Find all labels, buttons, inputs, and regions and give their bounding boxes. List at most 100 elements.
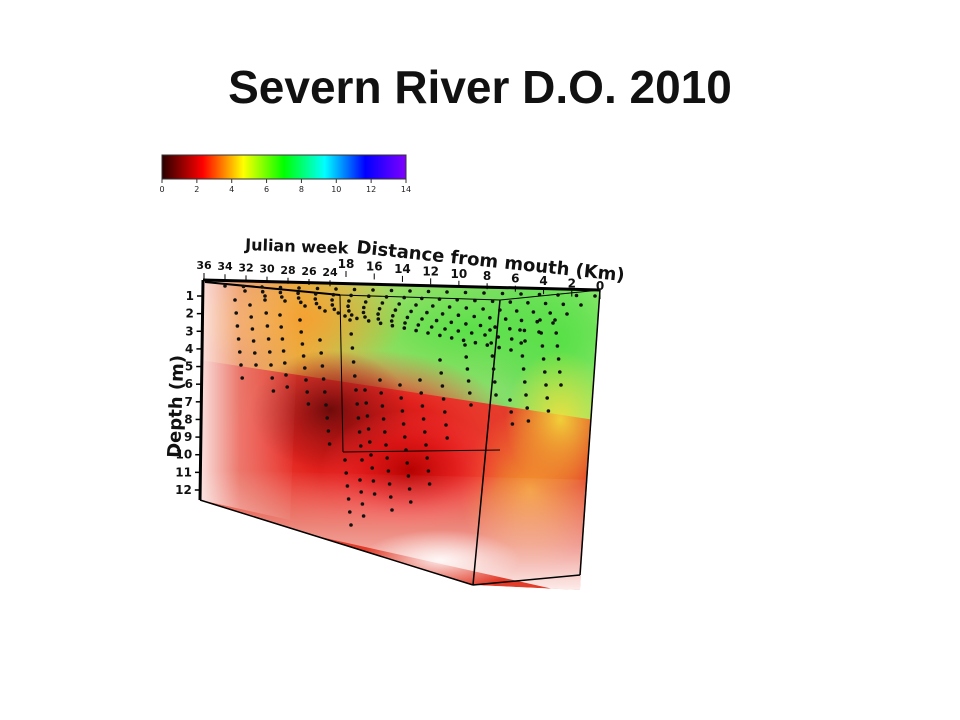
sample-point [303, 366, 307, 370]
sample-point [300, 342, 305, 346]
depth-tick-label: 9 [184, 430, 192, 444]
sample-point [510, 422, 515, 426]
sample-point [540, 344, 545, 348]
sample-point [429, 325, 434, 329]
sample-point [360, 502, 365, 506]
colorbar-tick-label: 0 [159, 185, 164, 194]
sample-point [234, 311, 238, 315]
sample-point [520, 354, 525, 358]
distance-tick-label: 10 [451, 267, 468, 281]
sample-point [350, 346, 355, 350]
sample-point [376, 317, 381, 321]
sample-point [522, 328, 527, 333]
sample-point [283, 299, 287, 303]
sample-point [543, 301, 548, 306]
depth-tick-label: 2 [185, 307, 193, 321]
colorbar-tick-label: 4 [229, 185, 234, 194]
sample-point [321, 377, 326, 381]
sample-point [269, 363, 273, 367]
sample-point [355, 316, 359, 321]
sample-point [464, 306, 469, 310]
sample-point [525, 406, 529, 410]
sample-point [250, 327, 255, 331]
sample-point [346, 497, 351, 501]
sample-point [391, 314, 395, 318]
sample-point [352, 287, 357, 292]
sample-point [445, 290, 449, 294]
depth-tick-label: 11 [175, 465, 192, 479]
sample-point [332, 307, 337, 312]
sample-point [489, 341, 494, 345]
colorbar-tick-label: 14 [401, 185, 411, 194]
sample-point [524, 393, 528, 397]
depth-axis-title: Depth (m) [164, 355, 189, 459]
depth-tick-label: 12 [175, 483, 192, 497]
sample-point [431, 304, 435, 308]
sample-point [260, 285, 264, 289]
sample-point [248, 303, 252, 307]
sample-point [463, 290, 468, 295]
sample-point [323, 390, 327, 394]
sample-point [354, 388, 358, 392]
sample-point [313, 297, 318, 301]
distance-tick-label: 4 [539, 274, 547, 288]
sample-point [297, 286, 301, 290]
sample-point [236, 337, 241, 341]
colorbar-ticks: 0 2 4 6 8 10 12 14 [159, 179, 411, 194]
sample-point [349, 313, 354, 317]
sample-point [514, 309, 519, 313]
sample-point [508, 398, 512, 402]
sample-point [521, 367, 526, 371]
sample-point [372, 492, 377, 496]
sample-point [438, 333, 442, 338]
sample-point [519, 318, 524, 323]
colorbar: 0 2 4 6 8 10 12 14 [159, 154, 411, 194]
sample-point [523, 380, 527, 384]
distance-tick-label: 6 [511, 272, 519, 286]
sample-point [314, 301, 319, 306]
sample-point [346, 304, 350, 309]
box-front-vertical-edge [472, 299, 501, 586]
sample-point [401, 422, 406, 426]
sample-point [344, 471, 349, 475]
sample-point [496, 335, 501, 339]
sample-point [326, 429, 331, 433]
sample-point [360, 458, 364, 462]
sample-point [327, 442, 332, 446]
sample-point [518, 328, 522, 332]
sample-point [478, 323, 483, 328]
sample-point [371, 479, 376, 483]
sample-points [223, 284, 597, 527]
colorbar-tick-label: 8 [299, 185, 304, 194]
sample-point [363, 388, 367, 392]
sample-point [543, 370, 547, 374]
week-tick-label: 34 [217, 260, 233, 273]
sample-point [330, 303, 335, 307]
sample-point [357, 430, 362, 434]
sample-point [498, 308, 502, 312]
sample-point [301, 354, 306, 358]
sample-point [330, 298, 334, 302]
sample-point [423, 430, 427, 434]
sample-point [305, 390, 310, 394]
sample-point [541, 357, 546, 361]
sample-point [243, 289, 247, 293]
sample-point [545, 396, 549, 400]
sample-point [404, 448, 408, 452]
sample-point [418, 378, 422, 382]
sample-point [378, 378, 382, 382]
sample-point [405, 315, 410, 320]
sample-point [363, 315, 367, 319]
sample-point [379, 391, 384, 395]
sample-point [455, 298, 460, 302]
volume-fill [200, 280, 600, 590]
sample-point [370, 466, 375, 470]
distance-tick-label: 0 [596, 279, 604, 293]
sample-point [306, 402, 311, 406]
sample-point [409, 309, 413, 314]
colorbar-gradient [161, 154, 407, 180]
sample-point [556, 293, 560, 297]
box-right-top-edge [499, 289, 601, 301]
sample-point [385, 456, 390, 460]
